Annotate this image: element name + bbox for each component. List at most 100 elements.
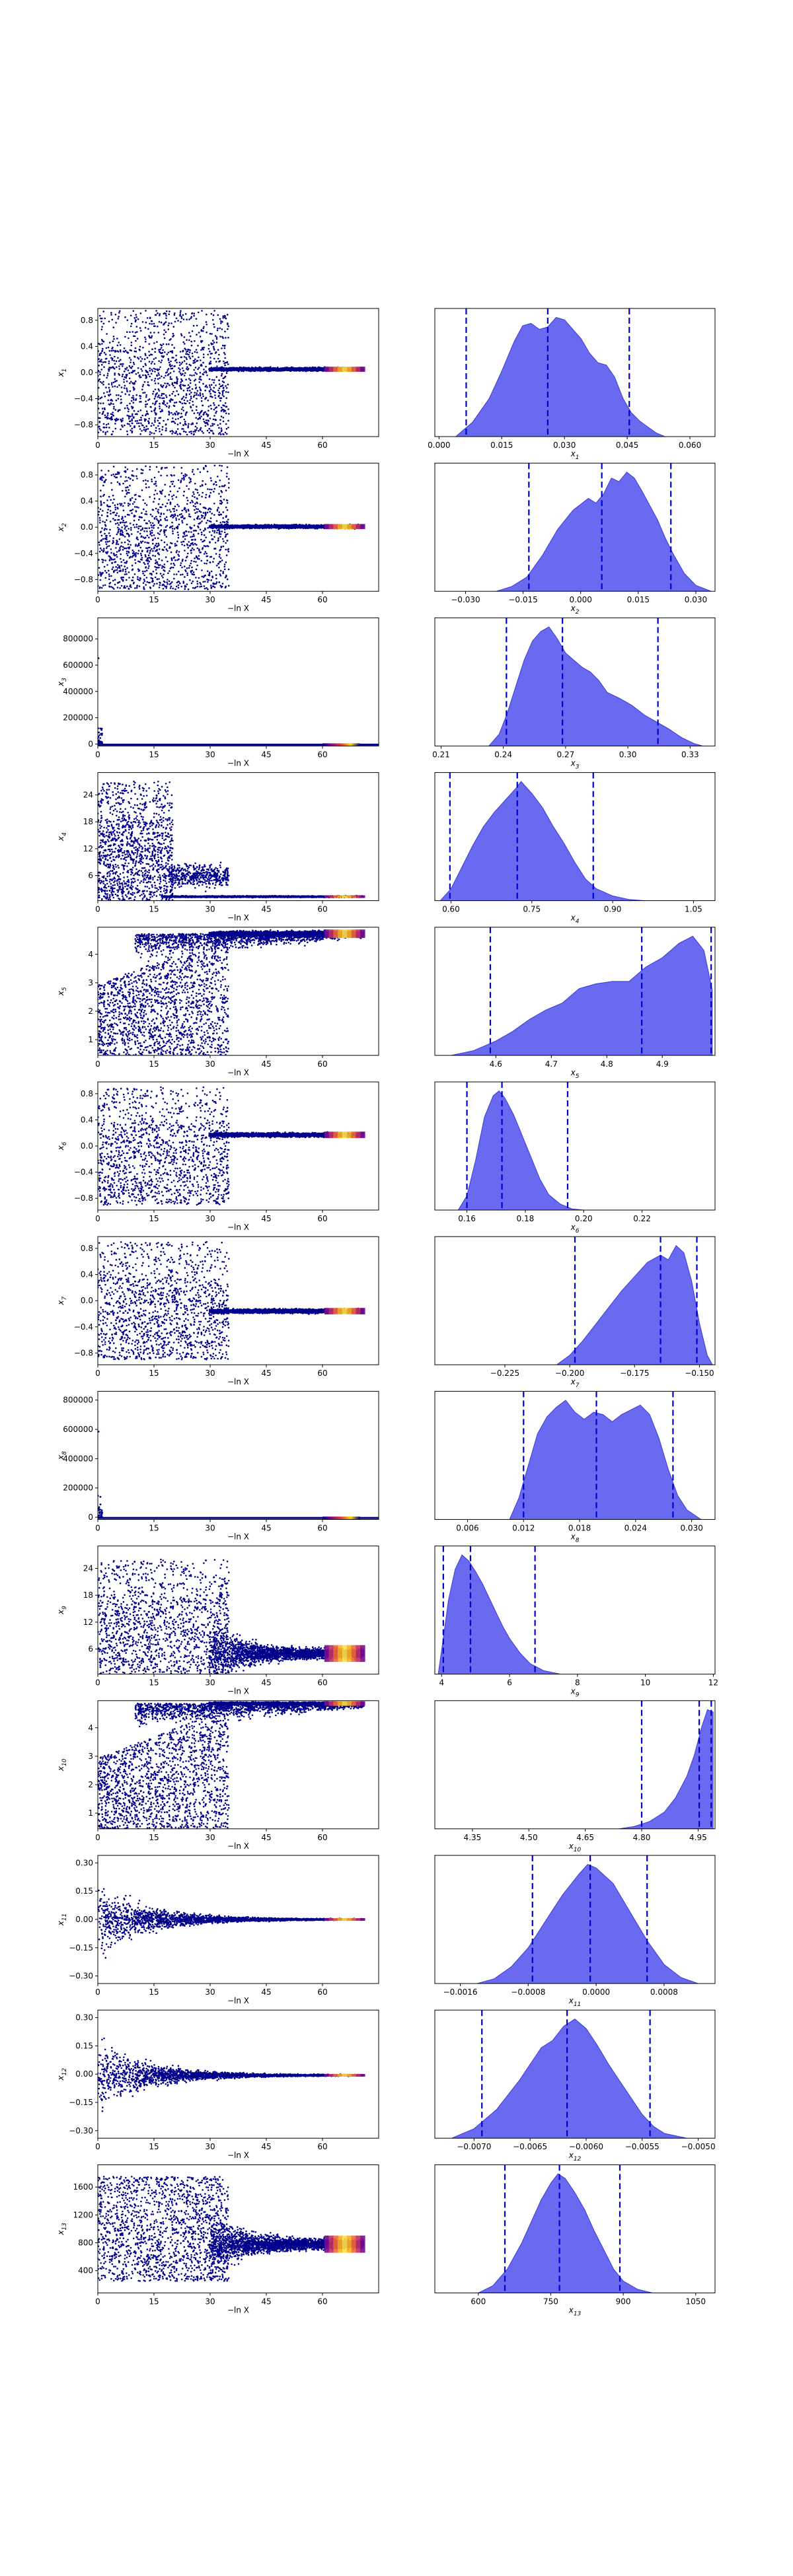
trace-point bbox=[173, 365, 176, 367]
trace-point bbox=[169, 401, 172, 403]
trace-point bbox=[167, 369, 169, 371]
trace-point bbox=[143, 530, 145, 532]
trace-point bbox=[98, 343, 100, 345]
trace-point bbox=[99, 571, 101, 573]
trace-point bbox=[196, 390, 199, 392]
trace-point bbox=[202, 373, 204, 375]
trace-point bbox=[154, 489, 157, 491]
trace-point bbox=[108, 470, 110, 472]
trace-point bbox=[213, 586, 216, 589]
trace-point bbox=[114, 558, 116, 560]
trace-point bbox=[114, 519, 116, 521]
trace-point bbox=[103, 392, 105, 394]
trace-point bbox=[130, 415, 132, 417]
trace-point bbox=[202, 356, 205, 359]
trace-point bbox=[116, 512, 118, 515]
trace-point bbox=[213, 310, 215, 312]
trace-point bbox=[140, 360, 142, 363]
trace-point bbox=[137, 527, 139, 530]
trace-point bbox=[221, 347, 223, 349]
trace-point bbox=[194, 351, 196, 353]
trace-point bbox=[172, 420, 174, 423]
trace-point bbox=[108, 573, 110, 575]
trace-point bbox=[190, 423, 192, 425]
trace-point bbox=[106, 417, 108, 420]
trace-point bbox=[99, 397, 102, 400]
trace-point bbox=[186, 499, 189, 502]
trace-point bbox=[113, 338, 115, 340]
trace-point bbox=[196, 409, 198, 411]
trace-point bbox=[180, 513, 182, 515]
trace-point bbox=[195, 577, 197, 579]
trace-point bbox=[207, 581, 209, 583]
trace-point bbox=[139, 532, 141, 535]
trace-point bbox=[187, 425, 190, 427]
trace-point bbox=[114, 419, 117, 422]
trace-point bbox=[145, 396, 147, 398]
trace-point bbox=[140, 368, 142, 371]
trace-point bbox=[139, 495, 141, 497]
trace-point bbox=[191, 471, 194, 473]
trace-point bbox=[153, 380, 156, 382]
trace-point bbox=[174, 413, 176, 415]
trace-point bbox=[111, 561, 113, 564]
trace-point bbox=[101, 343, 103, 345]
trace-point bbox=[225, 506, 227, 509]
trace-point bbox=[177, 587, 180, 589]
trace-point bbox=[223, 345, 226, 347]
trace-point bbox=[115, 522, 117, 525]
trace-point bbox=[114, 355, 116, 358]
trace-ylabel-main: x bbox=[56, 371, 65, 377]
trace-point bbox=[276, 367, 279, 369]
trace-point bbox=[212, 433, 215, 435]
trace-point bbox=[174, 394, 176, 397]
trace-point bbox=[164, 382, 166, 384]
trace-point bbox=[226, 314, 229, 316]
trace-point bbox=[112, 386, 114, 388]
trace-point bbox=[178, 523, 180, 526]
trace-point bbox=[121, 375, 124, 378]
trace-point bbox=[163, 532, 165, 534]
trace-point bbox=[133, 410, 135, 412]
trace-point bbox=[169, 310, 170, 312]
trace-point bbox=[217, 507, 219, 509]
trace-point bbox=[117, 351, 120, 353]
trace-point bbox=[215, 583, 217, 585]
trace-point bbox=[209, 332, 211, 335]
trace-point bbox=[143, 426, 145, 429]
trace-point bbox=[221, 385, 223, 387]
trace-point bbox=[112, 537, 114, 539]
trace-point bbox=[222, 545, 225, 548]
trace-point bbox=[149, 581, 151, 584]
trace-point bbox=[122, 425, 124, 428]
row-x2: 0.80.40.0−0.4−0.80 15 30 45 60−ln Xx2−0.030−… bbox=[56, 462, 716, 616]
trace-point bbox=[196, 324, 198, 327]
trace-point bbox=[126, 579, 128, 581]
trace-point bbox=[180, 472, 183, 474]
trace-point bbox=[142, 499, 145, 501]
trace-point bbox=[140, 472, 142, 474]
trace-point bbox=[219, 433, 222, 435]
trace-point bbox=[114, 314, 117, 316]
trace-point bbox=[131, 371, 133, 374]
posterior-xlabel-main: x bbox=[570, 449, 576, 458]
trace-point bbox=[208, 406, 210, 408]
trace-point bbox=[206, 429, 209, 432]
trace-point bbox=[156, 392, 158, 394]
trace-point bbox=[136, 468, 138, 470]
trace-point bbox=[154, 396, 157, 398]
trace-point bbox=[221, 373, 223, 375]
trace-xtick-label: 30 bbox=[205, 441, 215, 450]
trace-point bbox=[217, 563, 219, 565]
trace-point bbox=[139, 401, 141, 403]
trace-point bbox=[126, 550, 128, 553]
trace-point bbox=[221, 530, 223, 532]
trace-point bbox=[167, 368, 170, 370]
trace-point bbox=[151, 432, 153, 434]
trace-point bbox=[226, 433, 228, 435]
trace-point bbox=[122, 509, 125, 512]
trace-point bbox=[113, 406, 115, 408]
trace-point bbox=[121, 391, 123, 393]
trace-point bbox=[147, 480, 149, 482]
trace-point bbox=[179, 401, 182, 404]
